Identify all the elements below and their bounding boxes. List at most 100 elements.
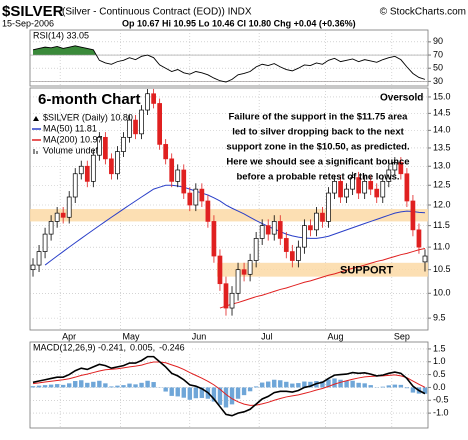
candle-body [48,221,54,235]
histogram-bar [265,381,271,388]
candle-body [84,165,90,182]
candle-body [223,283,229,309]
histogram-bar [42,385,48,388]
support-label: SUPPORT [340,265,393,277]
candle-body [308,225,313,231]
y-tick-label: 1.0 [433,356,446,366]
panel-frame [29,341,429,429]
annotation: before a probable retest of the lows. [236,172,399,183]
histogram-bar [36,385,42,388]
y-tick-label: 70 [433,49,443,59]
histogram-bar [326,379,331,388]
y-tick-label: 14.5 [433,108,451,118]
annotation: Here we should see a significant bounce [226,157,409,168]
histogram-bar [344,380,349,388]
candle-body [139,109,144,135]
label-bg [31,31,93,41]
histogram-bar [278,380,283,388]
y-tick-label: 1.5 [433,343,446,353]
y-tick-label: -0.5 [433,395,449,405]
x-tick-label: Jun [192,331,207,341]
histogram-bar [163,387,168,392]
histogram-bar [103,383,108,388]
histogram-bar [290,383,295,388]
candle-body [72,173,78,198]
y-tick-label: 50 [433,63,443,73]
candle-body [199,188,205,202]
x-tick-label: Sep [394,331,410,341]
histogram-bar [392,384,398,388]
candle-body [283,238,289,252]
histogram-bar [253,386,259,388]
support-band [216,262,428,277]
histogram-bar [368,385,373,388]
histogram-bar [302,381,307,388]
candle-body [211,221,217,257]
histogram-bar [91,381,96,388]
histogram-bar [60,384,66,388]
y-tick-label: 90 [433,36,443,46]
histogram-bar [187,387,193,400]
histogram-bar [241,387,247,396]
candle-body [187,192,193,206]
x-tick-label: Aug [327,331,343,341]
candle-body [157,103,163,145]
histogram-bar [109,386,114,388]
histogram-bar [356,382,361,388]
moving-average [44,184,426,266]
histogram-bar [79,380,84,388]
candle-body [193,188,199,206]
histogram-bar [320,381,325,388]
legend-label: Volume undef [43,145,99,155]
candle-body [30,264,36,271]
panel-frame [29,29,429,87]
description: (Silver - Continuous Contract (EOD)) IND… [62,7,252,18]
candle-body [42,233,48,252]
candle-body [60,212,66,218]
y-tick-label: 0.5 [433,369,446,379]
y-tick-label: 13.0 [433,161,451,171]
candle-body [386,169,392,182]
histogram-bar [97,380,102,388]
candle-body [247,260,253,275]
legend-label: MA(200) 10.97 [43,134,103,144]
histogram-bar [247,387,253,392]
histogram-bar [211,387,217,402]
histogram-bar [133,384,138,388]
histogram-bar [199,387,205,398]
histogram-bar [30,386,36,388]
candle-body [163,144,169,160]
candle-body [151,93,156,104]
candle-body [54,212,60,222]
candle-body [295,246,301,261]
candle-body [277,221,283,239]
histogram-bar [398,384,404,388]
candle-body [145,93,150,111]
candle-body [302,225,307,248]
legend-icon [33,116,39,121]
histogram-bar [338,379,343,388]
histogram-bar [193,387,199,399]
histogram-bar [115,385,120,388]
candle-body [241,269,247,275]
histogram-bar [181,387,186,398]
candle-body [271,221,277,235]
legend-icon [33,149,38,154]
annotation: support zone in the $10.50, as predicted… [226,142,409,153]
source: © StockCharts.com [380,7,466,18]
histogram-bar [404,387,410,389]
candle-body [350,177,355,190]
legend-label: MACD(12,26,9) -0.241, [33,342,126,352]
candle-body [410,200,416,231]
candle-body [398,162,404,175]
histogram-bar [121,385,126,388]
candle-body [380,181,386,198]
candle-body [422,255,428,263]
legend-label: $SILVER (Daily) 10.80 [43,112,133,122]
candle-body [259,225,265,239]
candle-body [416,229,422,248]
histogram-bar [175,387,180,397]
candle-body [78,165,84,175]
